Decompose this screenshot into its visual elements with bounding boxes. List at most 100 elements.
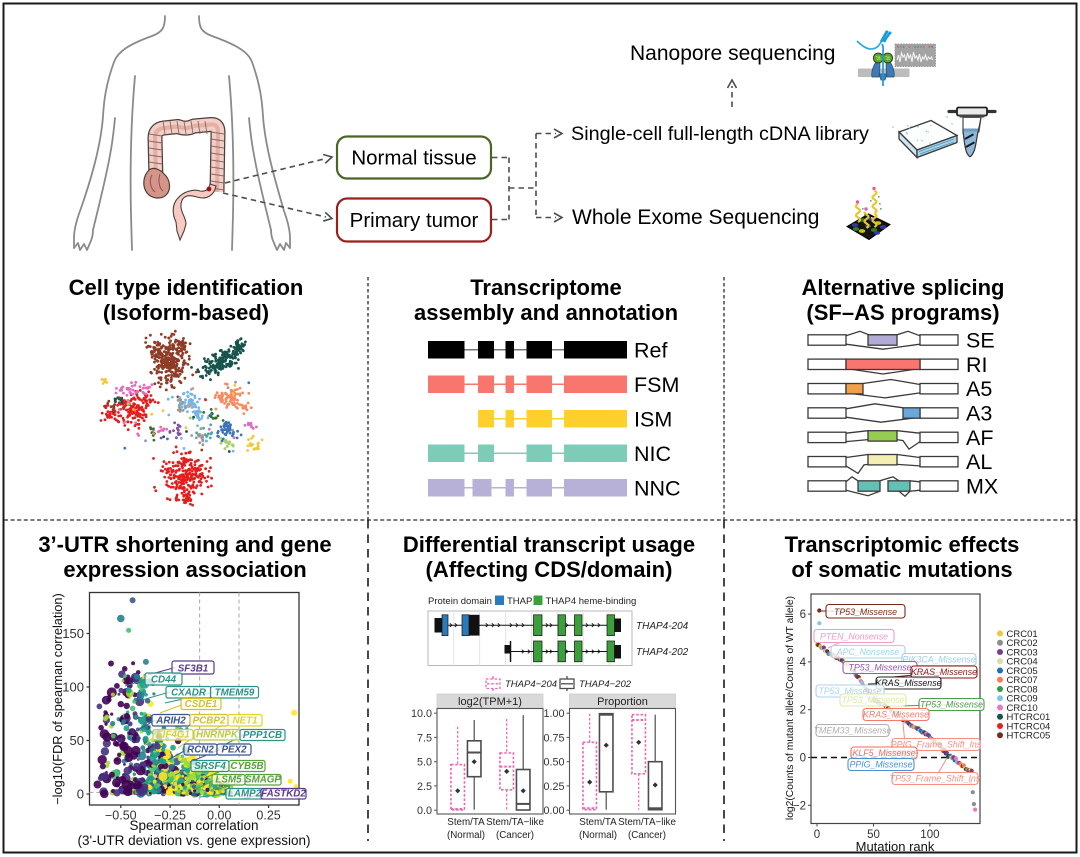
svg-text:LAMP2: LAMP2 [228, 788, 262, 799]
svg-text:CRC02: CRC02 [1007, 638, 1038, 649]
svg-text:Spearman correlation: Spearman correlation [129, 818, 258, 833]
svg-text:CRC08: CRC08 [1007, 684, 1038, 695]
svg-text:TMEM33_Missense: TMEM33_Missense [814, 726, 892, 736]
svg-text:7.5: 7.5 [417, 732, 432, 744]
svg-text:PPIG_Missense: PPIG_Missense [849, 760, 912, 770]
svg-text:(3'-UTR deviation vs. gene exp: (3'-UTR deviation vs. gene expression) [78, 833, 311, 848]
svg-text:ISM: ISM [634, 407, 672, 431]
svg-text:NIC: NIC [634, 442, 671, 466]
svg-text:100: 100 [62, 680, 84, 695]
svg-text:NET1: NET1 [232, 715, 257, 726]
svg-text:CRC10: CRC10 [1007, 703, 1038, 714]
svg-text:Transcriptomic effects: Transcriptomic effects [785, 532, 1020, 557]
svg-text:Transcriptome: Transcriptome [470, 275, 622, 300]
svg-text:6: 6 [800, 609, 806, 621]
svg-text:0.75: 0.75 [543, 732, 564, 744]
svg-text:5.0: 5.0 [417, 757, 432, 769]
svg-text:TP53_Missense: TP53_Missense [818, 686, 881, 696]
svg-text:THAP4 heme-binding: THAP4 heme-binding [546, 596, 637, 607]
svg-text:Stem/TA−like: Stem/TA−like [486, 817, 544, 828]
svg-text:10.0: 10.0 [411, 708, 432, 720]
svg-text:TP53_Missense: TP53_Missense [920, 700, 983, 710]
svg-text:EIF4G1: EIF4G1 [156, 729, 190, 740]
svg-text:HTCRC04: HTCRC04 [1007, 721, 1051, 732]
svg-text:log2(TPM+1): log2(TPM+1) [458, 696, 522, 708]
svg-text:PCBP2: PCBP2 [193, 715, 226, 726]
svg-text:SRSF4: SRSF4 [194, 761, 226, 772]
svg-text:−log10(FDR of spearman correla: −log10(FDR of spearman correlation) [50, 593, 65, 805]
svg-text:TP53_Missense: TP53_Missense [834, 607, 897, 617]
svg-text:Normal tissue: Normal tissue [351, 147, 476, 170]
svg-text:0.25: 0.25 [543, 781, 564, 793]
svg-text:Stem/TA−like: Stem/TA−like [618, 817, 676, 828]
svg-text:MX: MX [966, 475, 998, 499]
svg-text:THAP4-202: THAP4-202 [636, 647, 689, 658]
svg-text:CRC03: CRC03 [1007, 647, 1038, 658]
svg-text:CRC04: CRC04 [1007, 657, 1038, 668]
svg-text:PIK3CA_Missense: PIK3CA_Missense [902, 655, 975, 665]
svg-text:−0.25: −0.25 [154, 809, 186, 823]
svg-text:4: 4 [800, 657, 807, 669]
svg-text:SF3B1: SF3B1 [178, 663, 209, 674]
svg-text:0.00: 0.00 [543, 805, 564, 817]
svg-text:CYB5B: CYB5B [230, 761, 263, 772]
svg-text:Mutation rank: Mutation rank [856, 839, 935, 854]
svg-text:CRC07: CRC07 [1007, 675, 1038, 686]
svg-text:PEX2: PEX2 [221, 744, 247, 755]
svg-text:(Cancer): (Cancer) [496, 830, 534, 841]
svg-text:THAP4-204: THAP4-204 [636, 621, 689, 632]
svg-text:KRAS_Missense: KRAS_Missense [875, 678, 941, 688]
svg-text:Cell type identification: Cell type identification [69, 275, 304, 300]
svg-text:TP53_Missense: TP53_Missense [848, 663, 911, 673]
svg-text:RCN2: RCN2 [187, 744, 214, 755]
svg-text:0: 0 [800, 753, 806, 765]
svg-text:CSDE1: CSDE1 [185, 699, 218, 710]
svg-text:0.50: 0.50 [543, 757, 564, 769]
svg-text:CD44: CD44 [151, 674, 177, 685]
svg-text:ARIH2: ARIH2 [155, 715, 186, 726]
svg-text:THAP: THAP [507, 596, 532, 607]
svg-text:TMEM59: TMEM59 [215, 687, 255, 698]
svg-text:CRC01: CRC01 [1007, 629, 1038, 640]
svg-text:0.00: 0.00 [207, 809, 231, 823]
svg-text:A3: A3 [966, 402, 992, 426]
svg-text:0: 0 [814, 829, 820, 841]
svg-text:of somatic mutations: of somatic mutations [791, 557, 1012, 582]
svg-text:Nanopore sequencing: Nanopore sequencing [630, 42, 836, 65]
svg-text:(Cancer): (Cancer) [628, 830, 666, 841]
svg-text:PPP1CB: PPP1CB [243, 730, 282, 741]
svg-text:Primary tumor: Primary tumor [350, 209, 479, 232]
svg-text:log2(Counts of mutant allele/C: log2(Counts of mutant allele/Counts of W… [785, 596, 796, 820]
svg-text:(Affecting CDS/domain): (Affecting CDS/domain) [426, 557, 673, 582]
svg-text:SMAGP: SMAGP [245, 774, 281, 785]
svg-text:HNRNPK: HNRNPK [196, 729, 239, 740]
svg-text:CXADR: CXADR [171, 687, 207, 698]
svg-text:2: 2 [800, 705, 806, 717]
svg-text:Alternative splicing: Alternative splicing [802, 275, 1005, 300]
svg-text:(SF–AS programs): (SF–AS programs) [806, 300, 999, 325]
svg-text:LSM5: LSM5 [215, 774, 242, 785]
svg-text:expression association: expression association [63, 557, 306, 582]
svg-text:RI: RI [966, 353, 988, 377]
svg-text:Ref: Ref [634, 338, 667, 362]
svg-text:Proportion: Proportion [597, 696, 648, 708]
svg-text:HTCRC05: HTCRC05 [1007, 731, 1051, 742]
svg-text:(Normal): (Normal) [579, 830, 617, 841]
svg-text:THAP4−204: THAP4−204 [505, 679, 557, 690]
svg-text:KRAS_Missense: KRAS_Missense [863, 710, 929, 720]
svg-text:Stem/TA: Stem/TA [579, 817, 617, 828]
svg-text:assembly and annotation: assembly and annotation [414, 300, 678, 325]
svg-text:150: 150 [62, 626, 84, 641]
svg-text:A5: A5 [966, 377, 992, 401]
svg-text:AF: AF [966, 426, 993, 450]
svg-text:50: 50 [70, 733, 84, 748]
svg-text:APC_Nonsense: APC_Nonsense [836, 647, 900, 657]
svg-text:2.5: 2.5 [417, 781, 432, 793]
svg-text:KRAS_Missense: KRAS_Missense [911, 667, 977, 677]
svg-text:0.25: 0.25 [256, 809, 280, 823]
svg-text:CRC09: CRC09 [1007, 694, 1038, 705]
svg-text:FSM: FSM [634, 373, 679, 397]
svg-text:0: 0 [77, 787, 84, 802]
svg-text:SE: SE [966, 329, 995, 353]
svg-text:TP53_Frame_Shift_Ins: TP53_Frame_Shift_Ins [890, 774, 981, 784]
